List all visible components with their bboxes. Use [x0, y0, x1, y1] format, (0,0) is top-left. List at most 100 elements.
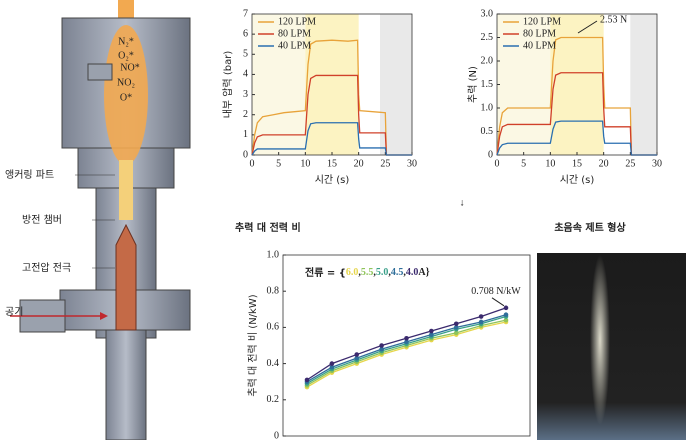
- y-tick-label: 0: [243, 149, 248, 160]
- legend-part: 전류 = {: [305, 266, 346, 279]
- x-tick-label: 5: [521, 158, 526, 169]
- diagram-label: 앵커링 파트: [5, 169, 54, 181]
- x-tick-label: 15: [572, 158, 582, 169]
- plot-frame: [282, 254, 531, 437]
- species-label: NO₂: [117, 77, 135, 88]
- data-point: [478, 314, 484, 319]
- legend-part: 5.0: [376, 267, 389, 278]
- series-line: [306, 319, 507, 386]
- legend-label: 40 LPM: [278, 40, 311, 51]
- legend-label: 80 LPM: [523, 28, 556, 39]
- y-tick-label: 1.5: [481, 79, 494, 90]
- data-point: [379, 346, 384, 352]
- y-tick-label: 0: [274, 430, 279, 440]
- series-line: [496, 36, 657, 156]
- diagram-label: 공기: [5, 306, 23, 318]
- x-tick-label: 30: [652, 158, 662, 169]
- data-point: [453, 325, 459, 330]
- legend-label: 120 LPM: [278, 16, 316, 27]
- legend-part: ,: [403, 267, 406, 278]
- y-tick-label: 3: [243, 89, 248, 100]
- y-tick-label: 1: [243, 129, 248, 140]
- data-point: [503, 305, 509, 311]
- shaded-region: [550, 14, 604, 155]
- x-axis-label: 시간 (s): [315, 174, 350, 186]
- legend-part: 4.0: [406, 267, 419, 278]
- data-point: [329, 364, 335, 370]
- arrow: ↓: [460, 197, 465, 208]
- legend-part: 6.0: [346, 267, 359, 278]
- y-tick-label: 7: [243, 8, 248, 19]
- legend-part: ,: [358, 267, 361, 278]
- series-line: [496, 72, 657, 156]
- series-line: [496, 120, 657, 156]
- x-tick-label: 20: [599, 158, 609, 169]
- shaded-region: [252, 14, 306, 155]
- data-point: [379, 343, 384, 348]
- legend-part: A}: [418, 267, 429, 278]
- annotation: 0.708 N/kW: [471, 286, 521, 297]
- data-point: [304, 377, 310, 383]
- data-point: [429, 328, 434, 334]
- shaded-region: [497, 14, 551, 155]
- data-point: [478, 319, 484, 325]
- y-axis-label: 추력 대 전력 비 (N/kW): [247, 294, 259, 396]
- thruster-diagram: [10, 0, 191, 440]
- region-photo: [537, 253, 686, 440]
- y-tick-label: 0.4: [267, 358, 280, 369]
- legend-part: ,: [373, 267, 376, 278]
- x-tick-label: 5: [276, 158, 281, 169]
- species-label: NO*: [120, 62, 139, 73]
- photo-title: 초음속 제트 형상: [554, 221, 626, 234]
- data-point: [404, 339, 409, 345]
- data-point: [453, 321, 459, 327]
- data-point: [404, 335, 409, 341]
- legend-part: 5.5: [361, 267, 374, 278]
- shaded-region: [305, 14, 359, 155]
- data-point: [503, 317, 509, 323]
- y-tick-label: 2.0: [481, 55, 494, 66]
- y-tick-label: 4: [243, 69, 248, 80]
- species-label: O*: [120, 92, 132, 103]
- data-point: [503, 312, 509, 318]
- series-line: [251, 39, 412, 156]
- y-axis-label: 추력 (N): [467, 66, 479, 103]
- species-label: O₂*: [118, 50, 134, 61]
- annotation-arrow: [491, 297, 505, 307]
- y-tick-label: 1.0: [481, 102, 494, 113]
- x-tick-label: 25: [625, 158, 635, 169]
- shaded-region: [630, 14, 657, 155]
- y-tick-label: 0.5: [481, 126, 494, 137]
- series-line: [251, 74, 412, 156]
- x-tick-label: 20: [354, 158, 364, 169]
- species-label: N₂*: [118, 36, 134, 47]
- legend-part: ,: [388, 267, 391, 278]
- series-line: [306, 321, 507, 388]
- x-tick-label: 10: [545, 158, 555, 169]
- data-point: [329, 361, 335, 366]
- series-line: [251, 122, 412, 156]
- y-tick-label: 2: [243, 109, 248, 120]
- legend-part: 4.5: [391, 267, 404, 278]
- y-axis-label: 내부 압력 (bar): [221, 51, 234, 119]
- annotation: 2.53 N: [600, 14, 627, 25]
- data-point: [354, 355, 360, 361]
- legend-label: 120 LPM: [523, 16, 561, 27]
- y-tick-label: 0.6: [267, 322, 280, 333]
- x-tick-label: 25: [380, 158, 390, 169]
- y-tick-label: 3.0: [481, 8, 494, 19]
- y-tick-label: 6: [243, 28, 248, 39]
- diagram-label: 방전 챔버: [22, 214, 62, 226]
- legend-label: 40 LPM: [523, 40, 556, 51]
- y-tick-label: 0.8: [267, 285, 280, 296]
- annotation-arrow: [577, 20, 598, 34]
- y-tick-label: 2.5: [481, 32, 494, 43]
- y-tick-label: 5: [243, 49, 248, 60]
- y-tick-label: 0: [488, 149, 493, 160]
- data-point: [429, 332, 434, 337]
- y-tick-label: 1.0: [267, 249, 280, 260]
- legend: 전류 = {6.0,5.5,5.0,4.5,4.0A}: [305, 266, 430, 279]
- x-tick-label: 0: [250, 158, 255, 169]
- diagram-label: 고전압 전극: [22, 261, 71, 274]
